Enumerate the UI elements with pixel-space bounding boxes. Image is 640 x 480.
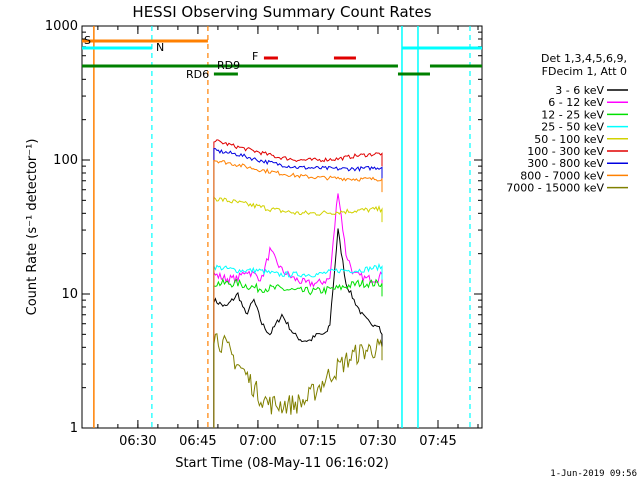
flag-label: RD6 [186, 68, 209, 81]
legend-entry-label: 100 - 300 keV [527, 145, 604, 158]
legend-entry-label: 6 - 12 keV [548, 96, 604, 109]
legend-entry-label: 7000 - 15000 keV [506, 182, 604, 195]
flag-label: F [252, 50, 258, 63]
plot-timestamp: 1-Jun-2019 09:56 [550, 469, 637, 479]
series-layer [213, 139, 383, 428]
series-line-3 [213, 262, 383, 428]
legend-entry-label: 25 - 50 keV [541, 121, 604, 134]
y-tick-label: 10 [61, 287, 78, 302]
x-tick-label: 07:45 [419, 434, 456, 449]
y-tick-label: 1 [70, 421, 78, 436]
series-line-8 [213, 333, 383, 428]
legend-entry-label: 300 - 800 keV [527, 157, 604, 170]
x-tick-label: 06:30 [119, 434, 156, 449]
flag-label: RD9 [217, 59, 240, 72]
series-line-7 [213, 159, 383, 428]
legend-entry-label: 50 - 100 keV [534, 133, 604, 146]
x-axis-label: Start Time (08-May-11 06:16:02) [175, 456, 389, 471]
x-tick-label: 07:30 [359, 434, 396, 449]
y-axis-label: Count Rate (s⁻¹ detector⁻¹) [25, 139, 40, 316]
plot-frame: 1 10 100 1000 06:30 06:45 07:00 07:15 07:30 07:45 [45, 19, 483, 449]
series-line-1 [213, 193, 383, 428]
x-tick-label: 07:00 [239, 434, 276, 449]
legend-entry-label: 3 - 6 keV [555, 84, 604, 97]
y-tick-label: 1000 [45, 19, 78, 34]
legend-entry-label: 12 - 25 keV [541, 108, 604, 121]
observing-flags: S N F RD9 RD6 [82, 26, 482, 428]
flag-label: N [156, 41, 164, 54]
legend-entry-label: 800 - 7000 keV [520, 169, 604, 182]
legend-header: FDecim 1, Att 0 [542, 65, 627, 78]
flag-label: S [84, 34, 91, 47]
series-line-6 [213, 148, 383, 428]
legend-header: Det 1,3,4,5,6,9, [541, 52, 627, 65]
series-line-4 [213, 196, 383, 428]
series-line-5 [213, 139, 383, 428]
chart-title: HESSI Observing Summary Count Rates [132, 3, 431, 21]
series-line-2 [213, 277, 383, 428]
plot-border [81, 25, 483, 429]
x-tick-label: 07:15 [299, 434, 336, 449]
series-line-0 [213, 228, 383, 428]
legend: Det 1,3,4,5,6,9,FDecim 1, Att 0 3 - 6 keV… [506, 52, 628, 195]
y-tick-label: 100 [53, 153, 78, 168]
x-tick-label: 06:45 [179, 434, 216, 449]
